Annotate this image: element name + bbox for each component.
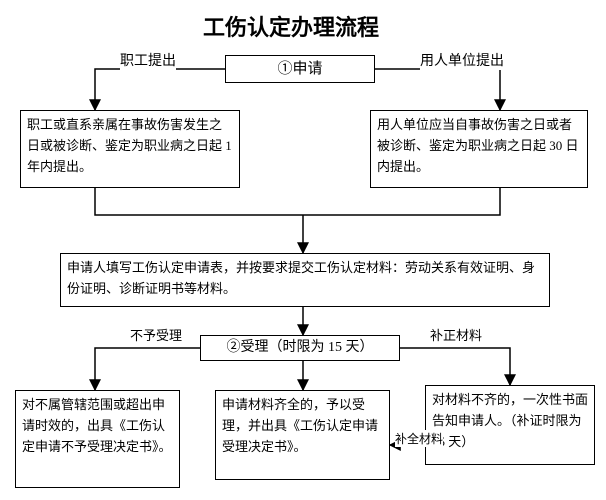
node-supplement: 对材料不齐的，一次性书面告知申请人。（补证时限为 15 天） [425,385,595,465]
edge-2 [95,188,303,215]
edge-6 [95,348,200,390]
node-ok: 申请材料齐全的，予以受理，并出具《工伤认定申请受理决定书》。 [215,390,390,480]
label-l_reject: 不予受理 [130,325,182,344]
edge-8 [400,348,510,385]
page-title: 工伤认定办理流程 [203,10,379,42]
label-l_unit: 用人单位提出 [420,50,504,70]
edge-3 [303,188,500,215]
label-l_emp: 职工提出 [120,50,176,70]
label-l_supp2: 补全材料 [395,430,443,447]
edge-1 [375,69,500,110]
node-accept: ②受理（时限为 15 天） [200,335,400,361]
label-l_supp: 补正材料 [430,325,482,344]
node-materials: 申请人填写工伤认定申请表，并按要求提交工伤认定材料：劳动关系有效证明、身份证明、… [60,253,550,307]
node-left_emp: 职工或直系亲属在事故伤害发生之日或被诊断、鉴定为职业病之日起 1 年内提出。 [20,110,240,188]
node-right_unit: 用人单位应当自事故伤害之日或者被诊断、鉴定为职业病之日起 30 日内提出。 [370,110,588,188]
node-apply: ①申请 [225,55,375,83]
edge-0 [95,69,225,110]
node-reject: 对不属管辖范围或超出申请时效的，出具《工伤认定申请不予受理决定书》。 [15,390,180,488]
